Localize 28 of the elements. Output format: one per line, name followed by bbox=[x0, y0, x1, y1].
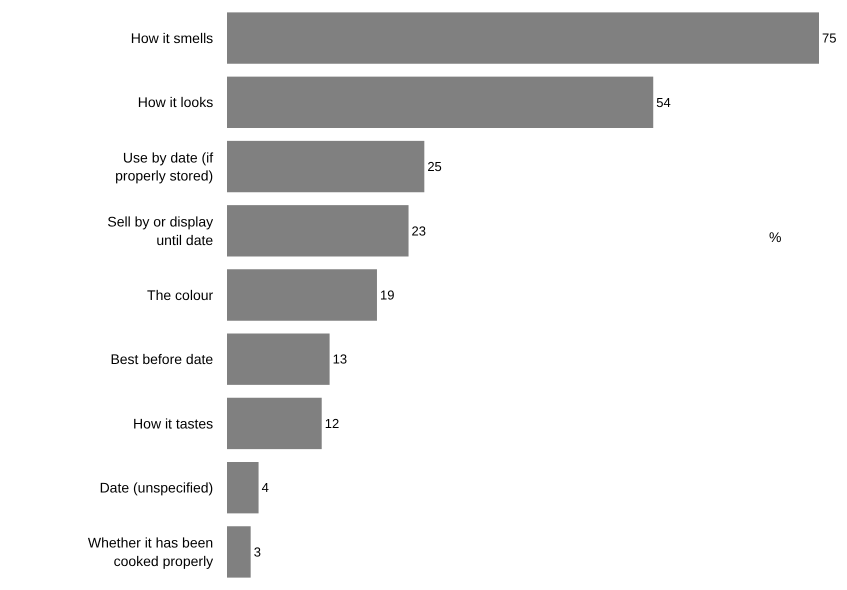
annotation: % bbox=[769, 229, 782, 245]
bar bbox=[227, 76, 654, 128]
bar bbox=[227, 12, 819, 64]
y-tick-label: How it tastes bbox=[133, 415, 214, 432]
y-tick-label: Sell by or display until date bbox=[107, 214, 214, 248]
data-label: 12 bbox=[324, 416, 340, 431]
data-label: 4 bbox=[262, 480, 269, 496]
data-label: 54 bbox=[656, 94, 671, 110]
data-label: 25 bbox=[427, 159, 442, 174]
data-label: 23 bbox=[412, 223, 426, 238]
y-tick-label: The colour bbox=[147, 286, 214, 303]
bar bbox=[227, 140, 424, 192]
y-tick-label: Use by date (if properly stored) bbox=[115, 149, 214, 184]
bar bbox=[227, 334, 330, 385]
y-tick-label: Whether it has been cooked properly bbox=[88, 534, 214, 569]
bar bbox=[227, 462, 259, 514]
data-label: 19 bbox=[380, 288, 394, 302]
bar bbox=[227, 526, 251, 578]
bar bbox=[227, 398, 322, 450]
data-label: 3 bbox=[254, 544, 261, 560]
y-tick-label: How it looks bbox=[138, 94, 214, 110]
bar bbox=[227, 269, 377, 321]
bar bbox=[227, 205, 409, 256]
y-tick-label: Date (unspecified) bbox=[100, 480, 214, 496]
data-label: 75 bbox=[822, 30, 836, 46]
y-tick-label: How it smells bbox=[130, 30, 214, 46]
data-label: 13 bbox=[332, 352, 348, 367]
y-tick-label: Best before date bbox=[110, 351, 214, 368]
